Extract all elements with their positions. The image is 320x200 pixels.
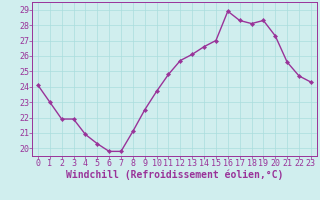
X-axis label: Windchill (Refroidissement éolien,°C): Windchill (Refroidissement éolien,°C) xyxy=(66,169,283,180)
